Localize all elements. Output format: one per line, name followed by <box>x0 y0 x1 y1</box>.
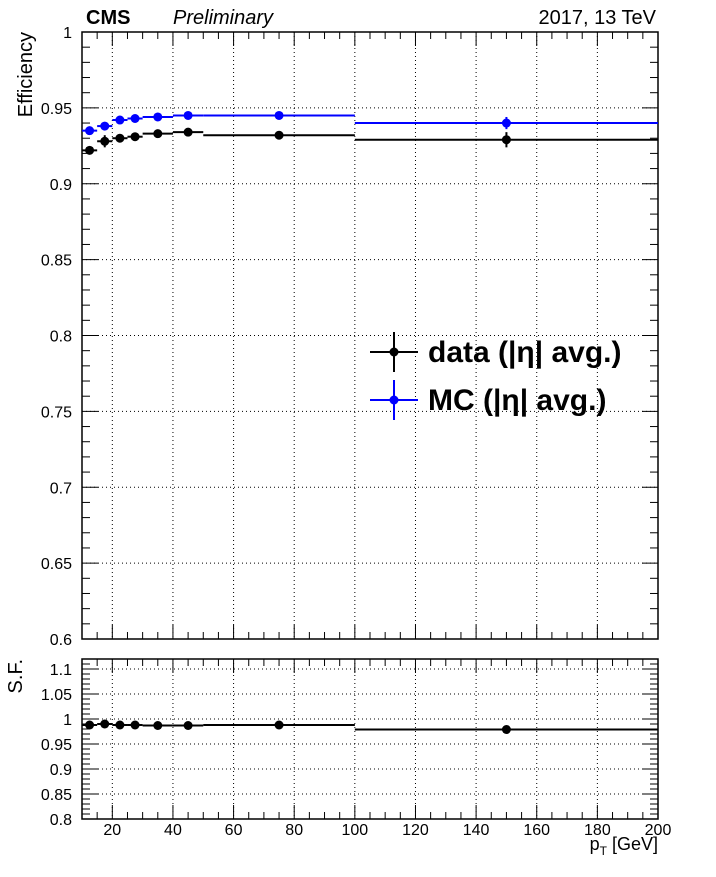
eff-data-point <box>153 112 163 122</box>
sf-ytick-label: 1 <box>63 712 72 729</box>
eff-data-point <box>115 115 125 125</box>
eff-ytick-label: 1 <box>63 25 72 42</box>
sf-xtick-label: 200 <box>645 822 672 839</box>
sf-data-point <box>153 721 163 730</box>
eff-data-point <box>274 110 284 120</box>
sf-ytick-label: 0.95 <box>41 737 72 754</box>
eff-data-point <box>274 130 284 140</box>
legend-marker-point <box>389 347 399 357</box>
sf-axis-label: S.F. <box>5 659 27 693</box>
sf-xtick-label: 180 <box>584 822 611 839</box>
sf-xtick-label: 120 <box>402 822 429 839</box>
sf-xtick-label: 40 <box>164 822 182 839</box>
sf-xtick-label: 160 <box>523 822 550 839</box>
sf-ytick-label: 0.9 <box>50 762 72 779</box>
sf-ytick-label: 1.05 <box>41 687 72 704</box>
x-axis-label: pT [GeV] <box>590 834 658 858</box>
eff-ytick-label: 0.8 <box>50 329 72 346</box>
sf-data-point <box>183 721 193 730</box>
sf-xtick-label: 140 <box>463 822 490 839</box>
sf-xtick-label: 100 <box>341 822 368 839</box>
sf-series-0 <box>82 719 658 734</box>
sf-data-point <box>130 720 140 730</box>
eff-ytick-label: 0.95 <box>41 101 72 118</box>
sf-ytick-label: 0.85 <box>41 787 72 804</box>
sf-frame <box>81 658 659 820</box>
energy-label: 2017, 13 TeV <box>538 7 656 29</box>
eff-data-point <box>130 132 140 142</box>
legend: data (|η| avg.) MC (|η| avg.) <box>370 332 621 420</box>
eff-data-point <box>501 118 511 128</box>
eff-ytick-label: 0.75 <box>41 404 72 421</box>
eff-data-point <box>183 110 193 120</box>
sf-data-point <box>274 720 284 730</box>
eff-data-point <box>85 126 95 136</box>
y-axis-label: Efficiency <box>15 32 37 117</box>
eff-data-point <box>501 135 511 145</box>
eff-data-point <box>85 145 95 155</box>
sf-ytick-label: 1.1 <box>50 662 72 679</box>
eff-ytick-label: 0.85 <box>41 253 72 270</box>
eff-data-point <box>115 133 125 143</box>
eff-data-point <box>100 136 110 146</box>
sf-ytick-label: 0.8 <box>50 812 72 829</box>
sf-panel: 0.8 0.85 0.9 0.95 1 1.05 1.1 20 40 60 80 100 120 140 1… <box>41 658 672 839</box>
eff-ytick-label: 0.7 <box>50 480 72 497</box>
sf-data-point <box>100 719 110 729</box>
legend-marker-point <box>389 395 399 405</box>
eff-ytick-label: 0.9 <box>50 177 72 194</box>
eff-series-1 <box>82 110 658 136</box>
sf-data-point <box>115 720 125 730</box>
sf-xtick-label: 80 <box>285 822 303 839</box>
eff-panel: 0.6 0.65 0.7 0.75 0.8 0.85 0.9 0.95 1 <box>41 25 659 649</box>
sf-xtick-label: 60 <box>225 822 243 839</box>
eff-ytick-label: 0.65 <box>41 556 72 573</box>
eff-data-point <box>153 129 163 139</box>
eff-data-point <box>130 113 140 123</box>
legend-label: data (|η| avg.) <box>428 336 621 369</box>
eff-data-point <box>100 121 110 131</box>
status-label: Preliminary <box>173 7 274 29</box>
eff-ytick-label: 0.6 <box>50 632 72 649</box>
experiment-label: CMS <box>86 7 131 29</box>
eff-data-point <box>183 127 193 137</box>
legend-label: MC (|η| avg.) <box>428 384 606 417</box>
sf-data-point <box>501 725 511 734</box>
sf-xtick-label: 20 <box>103 822 121 839</box>
sf-data-point <box>85 720 95 730</box>
eff-series-0 <box>82 127 658 155</box>
